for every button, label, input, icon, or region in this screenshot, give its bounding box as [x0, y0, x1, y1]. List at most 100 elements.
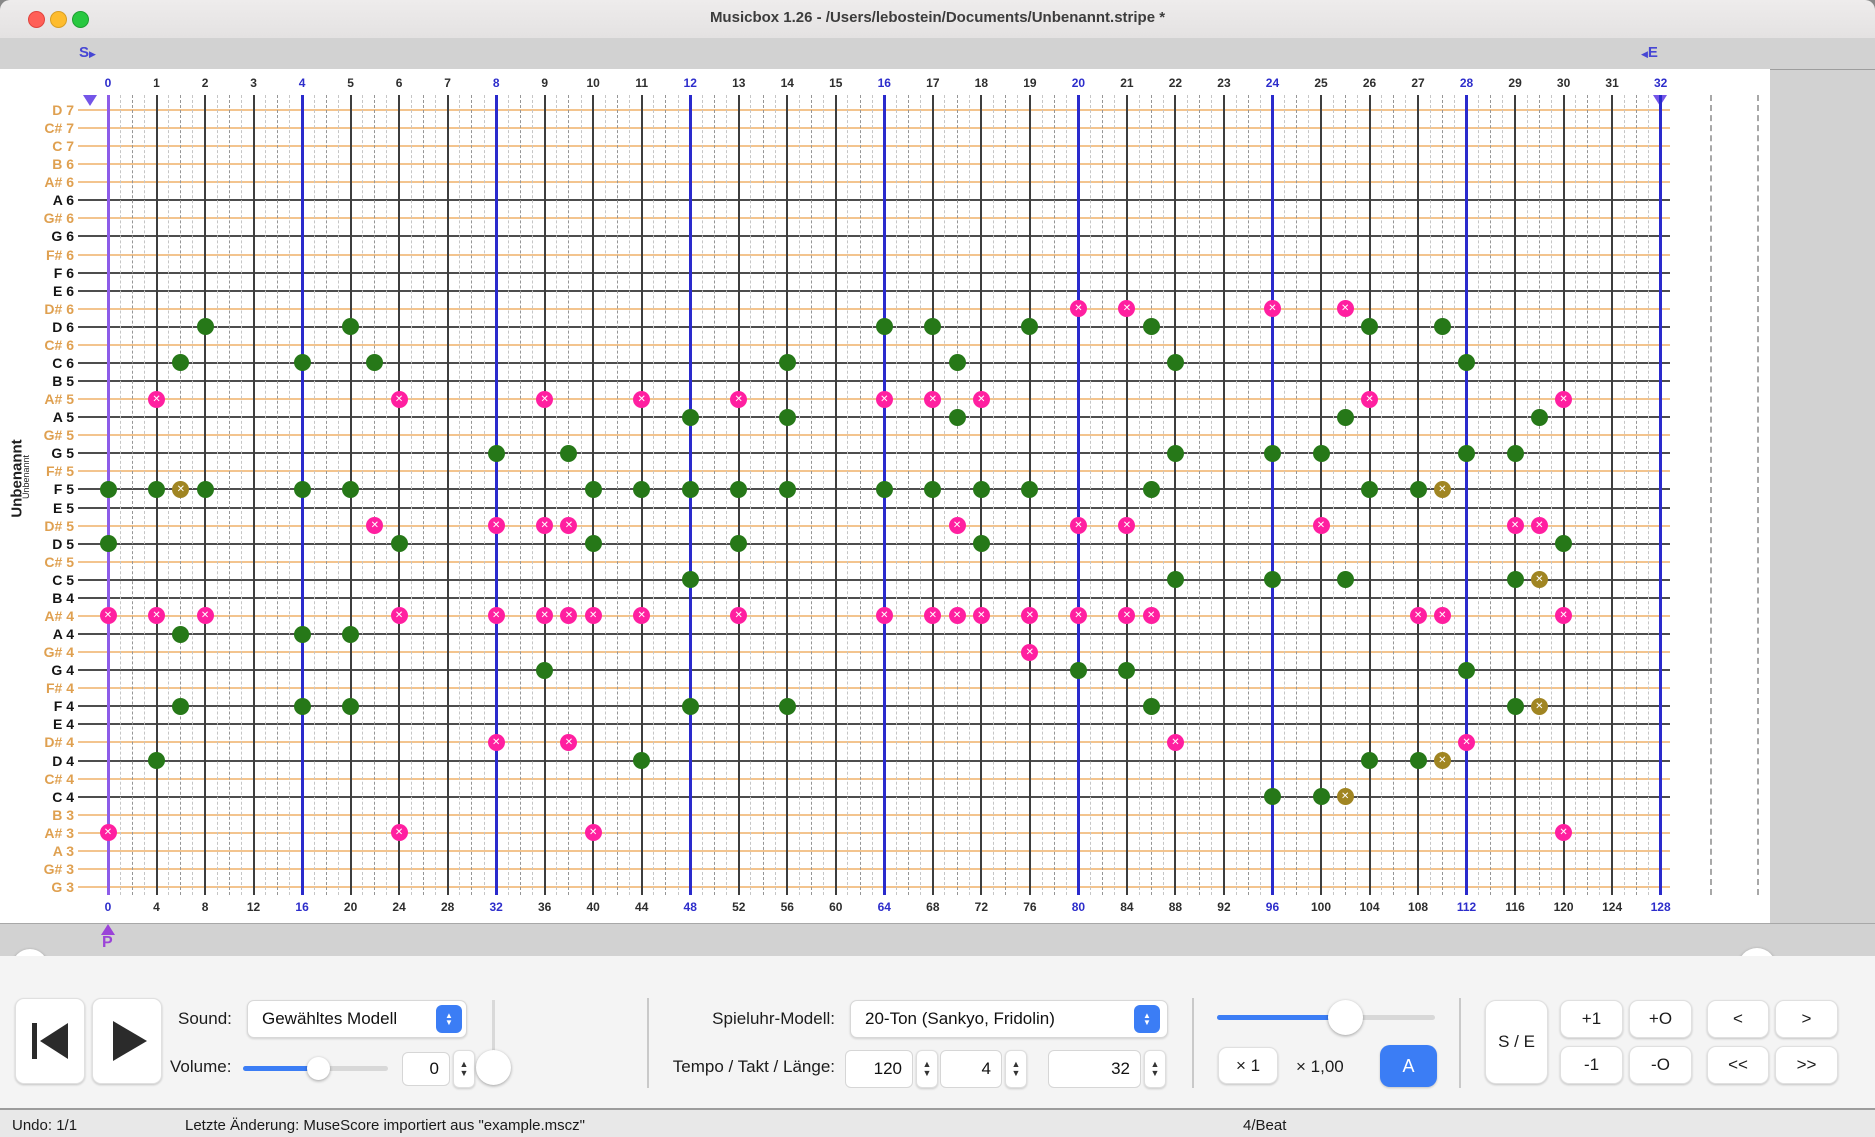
note-dot[interactable] [1263, 444, 1281, 462]
note-dot[interactable] [1506, 697, 1524, 715]
bottom-ruler-number[interactable]: 56 [780, 900, 794, 914]
top-ruler-number[interactable]: 24 [1265, 76, 1280, 90]
note-dot[interactable] [924, 480, 942, 498]
volume-slider-knob[interactable] [307, 1057, 330, 1080]
note-dot[interactable] [293, 625, 311, 643]
note-dot[interactable] [148, 480, 166, 498]
laenge-field[interactable]: 32 [1048, 1050, 1141, 1088]
note-dot[interactable] [681, 697, 699, 715]
note-dot[interactable]: ✕ [366, 517, 384, 535]
note-dot[interactable]: ✕ [390, 390, 408, 408]
top-ruler-number[interactable]: 29 [1508, 76, 1522, 90]
note-dot[interactable] [366, 354, 384, 372]
bottom-ruler-number[interactable]: 24 [392, 900, 406, 914]
top-ruler-number[interactable]: 31 [1605, 76, 1619, 90]
note-dot[interactable]: ✕ [560, 607, 578, 625]
takt-stepper[interactable]: ▲ ▼ [1005, 1050, 1027, 1088]
note-dot[interactable]: ✕ [1021, 607, 1039, 625]
note-dot[interactable] [487, 444, 505, 462]
note-dot[interactable]: ✕ [633, 607, 651, 625]
note-dot[interactable]: ✕ [1069, 517, 1087, 535]
note-dot[interactable]: ✕ [148, 390, 166, 408]
se-button[interactable]: S / E [1485, 1000, 1548, 1084]
skip-to-start-button[interactable] [15, 998, 85, 1084]
note-dot[interactable] [681, 480, 699, 498]
bottom-ruler-number[interactable]: 104 [1359, 900, 1380, 914]
note-dot[interactable]: ✕ [1555, 824, 1573, 842]
top-ruler-number[interactable]: 8 [492, 76, 500, 90]
bottom-ruler-number[interactable]: 16 [295, 900, 309, 914]
note-dot[interactable] [1361, 752, 1379, 770]
note-dot[interactable] [1458, 354, 1476, 372]
note-dot[interactable] [342, 625, 360, 643]
bottom-ruler-number[interactable]: 28 [440, 900, 455, 914]
bottom-ruler-number[interactable]: 20 [343, 900, 358, 914]
note-dot[interactable]: ✕ [560, 517, 578, 535]
bottom-ruler-number[interactable]: 32 [489, 900, 503, 914]
bottom-ruler-number[interactable]: 116 [1505, 900, 1525, 914]
note-dot[interactable]: ✕ [924, 390, 942, 408]
top-ruler-number[interactable]: 21 [1120, 76, 1134, 90]
note-dot[interactable] [948, 354, 966, 372]
note-dot[interactable] [293, 697, 311, 715]
bottom-ruler-number[interactable]: 88 [1168, 900, 1183, 914]
bottom-ruler-number[interactable]: 52 [732, 900, 746, 914]
spieluhr-modell-dropdown[interactable]: 20-Ton (Sankyo, Fridolin) [850, 1000, 1168, 1038]
top-ruler-number[interactable]: 14 [780, 76, 794, 90]
top-ruler-number[interactable]: 16 [877, 76, 891, 90]
note-dot[interactable]: ✕ [1118, 517, 1136, 535]
note-dot[interactable] [196, 318, 214, 336]
note-dot[interactable]: ✕ [196, 607, 214, 625]
top-ruler-number[interactable]: 6 [395, 76, 403, 90]
note-dot[interactable] [1312, 788, 1330, 806]
note-dot[interactable] [1458, 444, 1476, 462]
note-dot[interactable] [1263, 788, 1281, 806]
note-dot[interactable]: ✕ [172, 480, 190, 498]
bottom-ruler-number[interactable]: 44 [635, 900, 649, 914]
bottom-ruler-number[interactable]: 40 [586, 900, 600, 914]
top-ruler-number[interactable]: 3 [250, 76, 257, 90]
top-ruler-number[interactable]: 5 [347, 76, 354, 90]
top-ruler-number[interactable]: 12 [683, 76, 697, 90]
note-dot[interactable]: ✕ [730, 390, 748, 408]
note-dot[interactable]: ✕ [99, 824, 117, 842]
note-dot[interactable] [1166, 444, 1184, 462]
note-dot[interactable]: ✕ [487, 517, 505, 535]
note-dot[interactable] [681, 408, 699, 426]
fast-right-button[interactable]: >> [1775, 1046, 1838, 1084]
note-dot[interactable]: ✕ [875, 390, 893, 408]
note-dot[interactable]: ✕ [1433, 752, 1451, 770]
note-dot[interactable] [293, 354, 311, 372]
note-dot[interactable] [172, 625, 190, 643]
note-dot[interactable] [730, 480, 748, 498]
note-dot[interactable]: ✕ [1555, 607, 1573, 625]
note-dot[interactable] [172, 354, 190, 372]
note-dot[interactable]: ✕ [390, 824, 408, 842]
top-ruler-number[interactable]: 7 [444, 76, 451, 90]
note-dot[interactable] [1166, 354, 1184, 372]
bottom-ruler-number[interactable]: 8 [201, 900, 209, 914]
note-dot[interactable] [1336, 571, 1354, 589]
note-dot[interactable]: ✕ [584, 607, 602, 625]
top-ruler-number[interactable]: 18 [974, 76, 989, 90]
note-dot[interactable]: ✕ [1336, 788, 1354, 806]
bottom-ruler-number[interactable]: 92 [1217, 900, 1231, 914]
top-ruler-number[interactable]: 10 [586, 76, 600, 90]
top-ruler-number[interactable]: 30 [1556, 76, 1571, 90]
note-dot[interactable] [633, 752, 651, 770]
top-ruler-number[interactable]: 11 [635, 76, 649, 90]
play-button[interactable] [92, 998, 162, 1084]
note-dot[interactable] [342, 697, 360, 715]
note-dot[interactable]: ✕ [972, 607, 990, 625]
minus-octave-button[interactable]: -O [1629, 1046, 1692, 1084]
note-dot[interactable] [778, 697, 796, 715]
minus-1-button[interactable]: -1 [1560, 1046, 1623, 1084]
top-ruler-number[interactable]: 4 [298, 76, 306, 90]
zoom-icon[interactable] [72, 11, 89, 28]
note-dot[interactable]: ✕ [1361, 390, 1379, 408]
top-ruler-number[interactable]: 32 [1653, 76, 1668, 90]
volume-value-field[interactable]: 0 [402, 1052, 450, 1086]
loop-end-marker[interactable]: ◀E [1641, 44, 1658, 61]
loop-start-triangle-icon[interactable] [83, 95, 97, 106]
bottom-ruler-number[interactable]: 100 [1310, 900, 1332, 914]
